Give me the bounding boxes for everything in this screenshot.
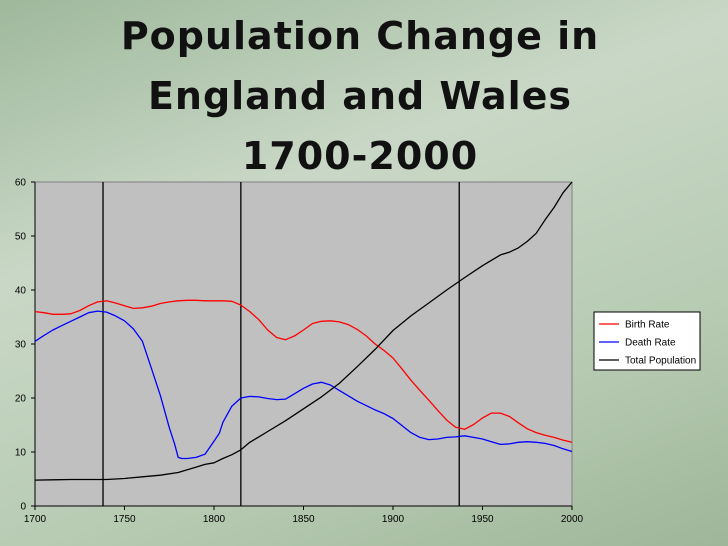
legend-label-birth-rate: Birth Rate xyxy=(625,320,670,331)
x-tick-label: 1700 xyxy=(24,514,47,525)
y-tick-label: 10 xyxy=(15,448,27,459)
title-line-2: England and Wales xyxy=(147,74,573,118)
y-axis: 0 10 20 30 40 50 60 xyxy=(15,178,36,513)
series-line-death-rate xyxy=(34,310,573,460)
y-tick-label: 30 xyxy=(15,340,27,351)
x-tick-label: 2000 xyxy=(561,514,584,525)
x-tick-label: 1800 xyxy=(203,514,226,525)
x-tick-label: 1900 xyxy=(382,514,405,525)
legend-label-total-population: Total Population xyxy=(625,356,696,367)
series-line-total-population xyxy=(34,181,573,481)
x-tick-label: 1850 xyxy=(292,514,315,525)
title-line-1: Population Change in xyxy=(120,14,600,58)
series-line-birth-rate xyxy=(34,299,573,443)
y-tick-label: 20 xyxy=(15,394,27,405)
y-tick-label: 60 xyxy=(15,178,27,189)
plot-area xyxy=(34,181,573,507)
legend-label-death-rate: Death Rate xyxy=(625,338,676,349)
y-tick-label: 50 xyxy=(15,232,27,243)
legend: Birth Rate Death Rate Total Population xyxy=(593,311,701,371)
y-tick-label: 40 xyxy=(15,286,27,297)
title-line-3: 1700-2000 xyxy=(241,134,479,178)
slide-title: Population Change in England and Wales 1… xyxy=(60,6,660,186)
x-axis: 1700 1750 1800 1850 1900 1950 2000 xyxy=(24,505,584,525)
vertical-markers xyxy=(102,182,460,506)
series-lines xyxy=(34,181,573,481)
x-tick-label: 1950 xyxy=(471,514,494,525)
y-tick-label: 0 xyxy=(20,502,26,513)
x-tick-label: 1750 xyxy=(113,514,136,525)
